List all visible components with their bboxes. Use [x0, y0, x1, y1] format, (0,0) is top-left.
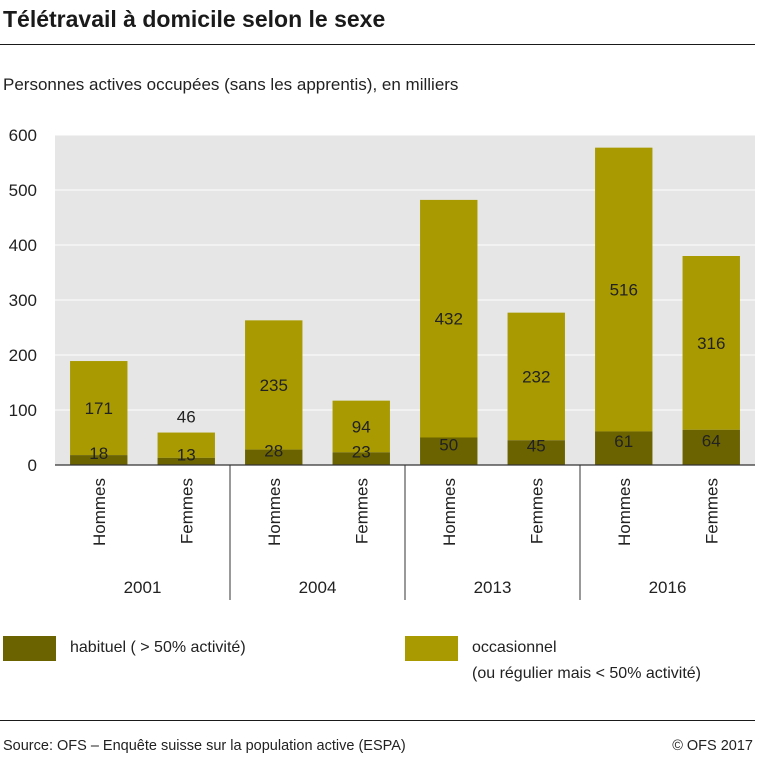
x-group-label: 2016	[649, 578, 687, 597]
footer-source: Source: OFS – Enquête suisse sur la popu…	[3, 738, 406, 754]
data-label-occasionnel: 94	[352, 418, 371, 437]
x-category-label: Hommes	[615, 478, 634, 546]
bar-habituel	[157, 457, 215, 465]
footer-divider	[0, 720, 755, 721]
chart-title: Télétravail à domicile selon le sexe	[3, 6, 386, 32]
data-label-habituel: 23	[352, 443, 371, 462]
data-label-habituel: 50	[439, 435, 458, 454]
legend-label-occasionnel-line2: (ou régulier mais < 50% activité)	[472, 665, 701, 682]
data-label-habituel: 61	[614, 432, 633, 451]
data-label-habituel: 18	[89, 444, 108, 463]
bar-chart: 0 100 200 300 400 500 600 18 171 Hommes 13 46 Femmes…	[9, 126, 755, 600]
bar-occasionnel	[507, 312, 565, 441]
legend-label-occasionnel: occasionnel (ou régulier mais < 50% acti…	[472, 636, 701, 688]
data-label-habituel: 64	[702, 431, 721, 450]
bar-occasionnel	[420, 199, 478, 438]
bar-habituel	[507, 440, 565, 465]
x-category-label: Hommes	[90, 478, 109, 546]
data-label-occasionnel: 46	[177, 408, 196, 427]
y-tick-label: 200	[9, 346, 37, 365]
x-category-label: Hommes	[265, 478, 284, 546]
legend-swatch-habituel	[3, 636, 56, 661]
y-tick-label: 400	[9, 236, 37, 255]
bar-occasionnel	[157, 432, 215, 458]
data-label-habituel: 45	[527, 437, 546, 456]
x-group-label: 2013	[474, 578, 512, 597]
x-category-label: Hommes	[440, 478, 459, 546]
data-label-habituel: 13	[177, 445, 196, 464]
y-tick-label: 0	[28, 456, 37, 475]
bar-occasionnel	[70, 361, 128, 456]
x-category-label: Femmes	[177, 478, 196, 544]
x-category-label: Femmes	[702, 478, 721, 544]
bar-occasionnel	[595, 147, 653, 432]
bar-habituel	[595, 431, 653, 465]
footer-copyright: © OFS 2017	[672, 738, 753, 754]
title-divider	[0, 44, 755, 45]
data-label-occasionnel: 432	[435, 310, 463, 329]
bar-occasionnel	[245, 320, 303, 450]
legend-item-habituel: habituel ( > 50% activité)	[3, 636, 246, 662]
y-tick-label: 500	[9, 181, 37, 200]
bar-habituel	[70, 455, 128, 465]
data-label-occasionnel: 235	[260, 376, 288, 395]
bar-occasionnel	[682, 256, 740, 430]
bar-habituel	[682, 429, 740, 465]
y-tick-label: 300	[9, 291, 37, 310]
y-tick-label: 600	[9, 126, 37, 145]
bar-habituel	[420, 437, 478, 465]
x-group-label: 2004	[299, 578, 337, 597]
legend-label-habituel: habituel ( > 50% activité)	[70, 639, 246, 656]
legend-item-occasionnel: occasionnel (ou régulier mais < 50% acti…	[405, 636, 701, 688]
x-category-label: Femmes	[352, 478, 371, 544]
chart-subtitle: Personnes actives occupées (sans les app…	[3, 75, 459, 94]
bar-habituel	[332, 452, 390, 465]
data-label-occasionnel: 171	[85, 399, 113, 418]
data-label-habituel: 28	[264, 441, 283, 460]
legend-swatch-occasionnel	[405, 636, 458, 661]
x-group-label: 2001	[124, 578, 162, 597]
y-tick-label: 100	[9, 401, 37, 420]
bar-occasionnel	[332, 400, 390, 453]
x-category-label: Femmes	[527, 478, 546, 544]
legend-label-occasionnel-line1: occasionnel	[472, 639, 557, 656]
data-label-occasionnel: 516	[610, 281, 638, 300]
data-label-occasionnel: 232	[522, 367, 550, 386]
bar-habituel	[245, 449, 303, 465]
data-label-occasionnel: 316	[697, 334, 725, 353]
